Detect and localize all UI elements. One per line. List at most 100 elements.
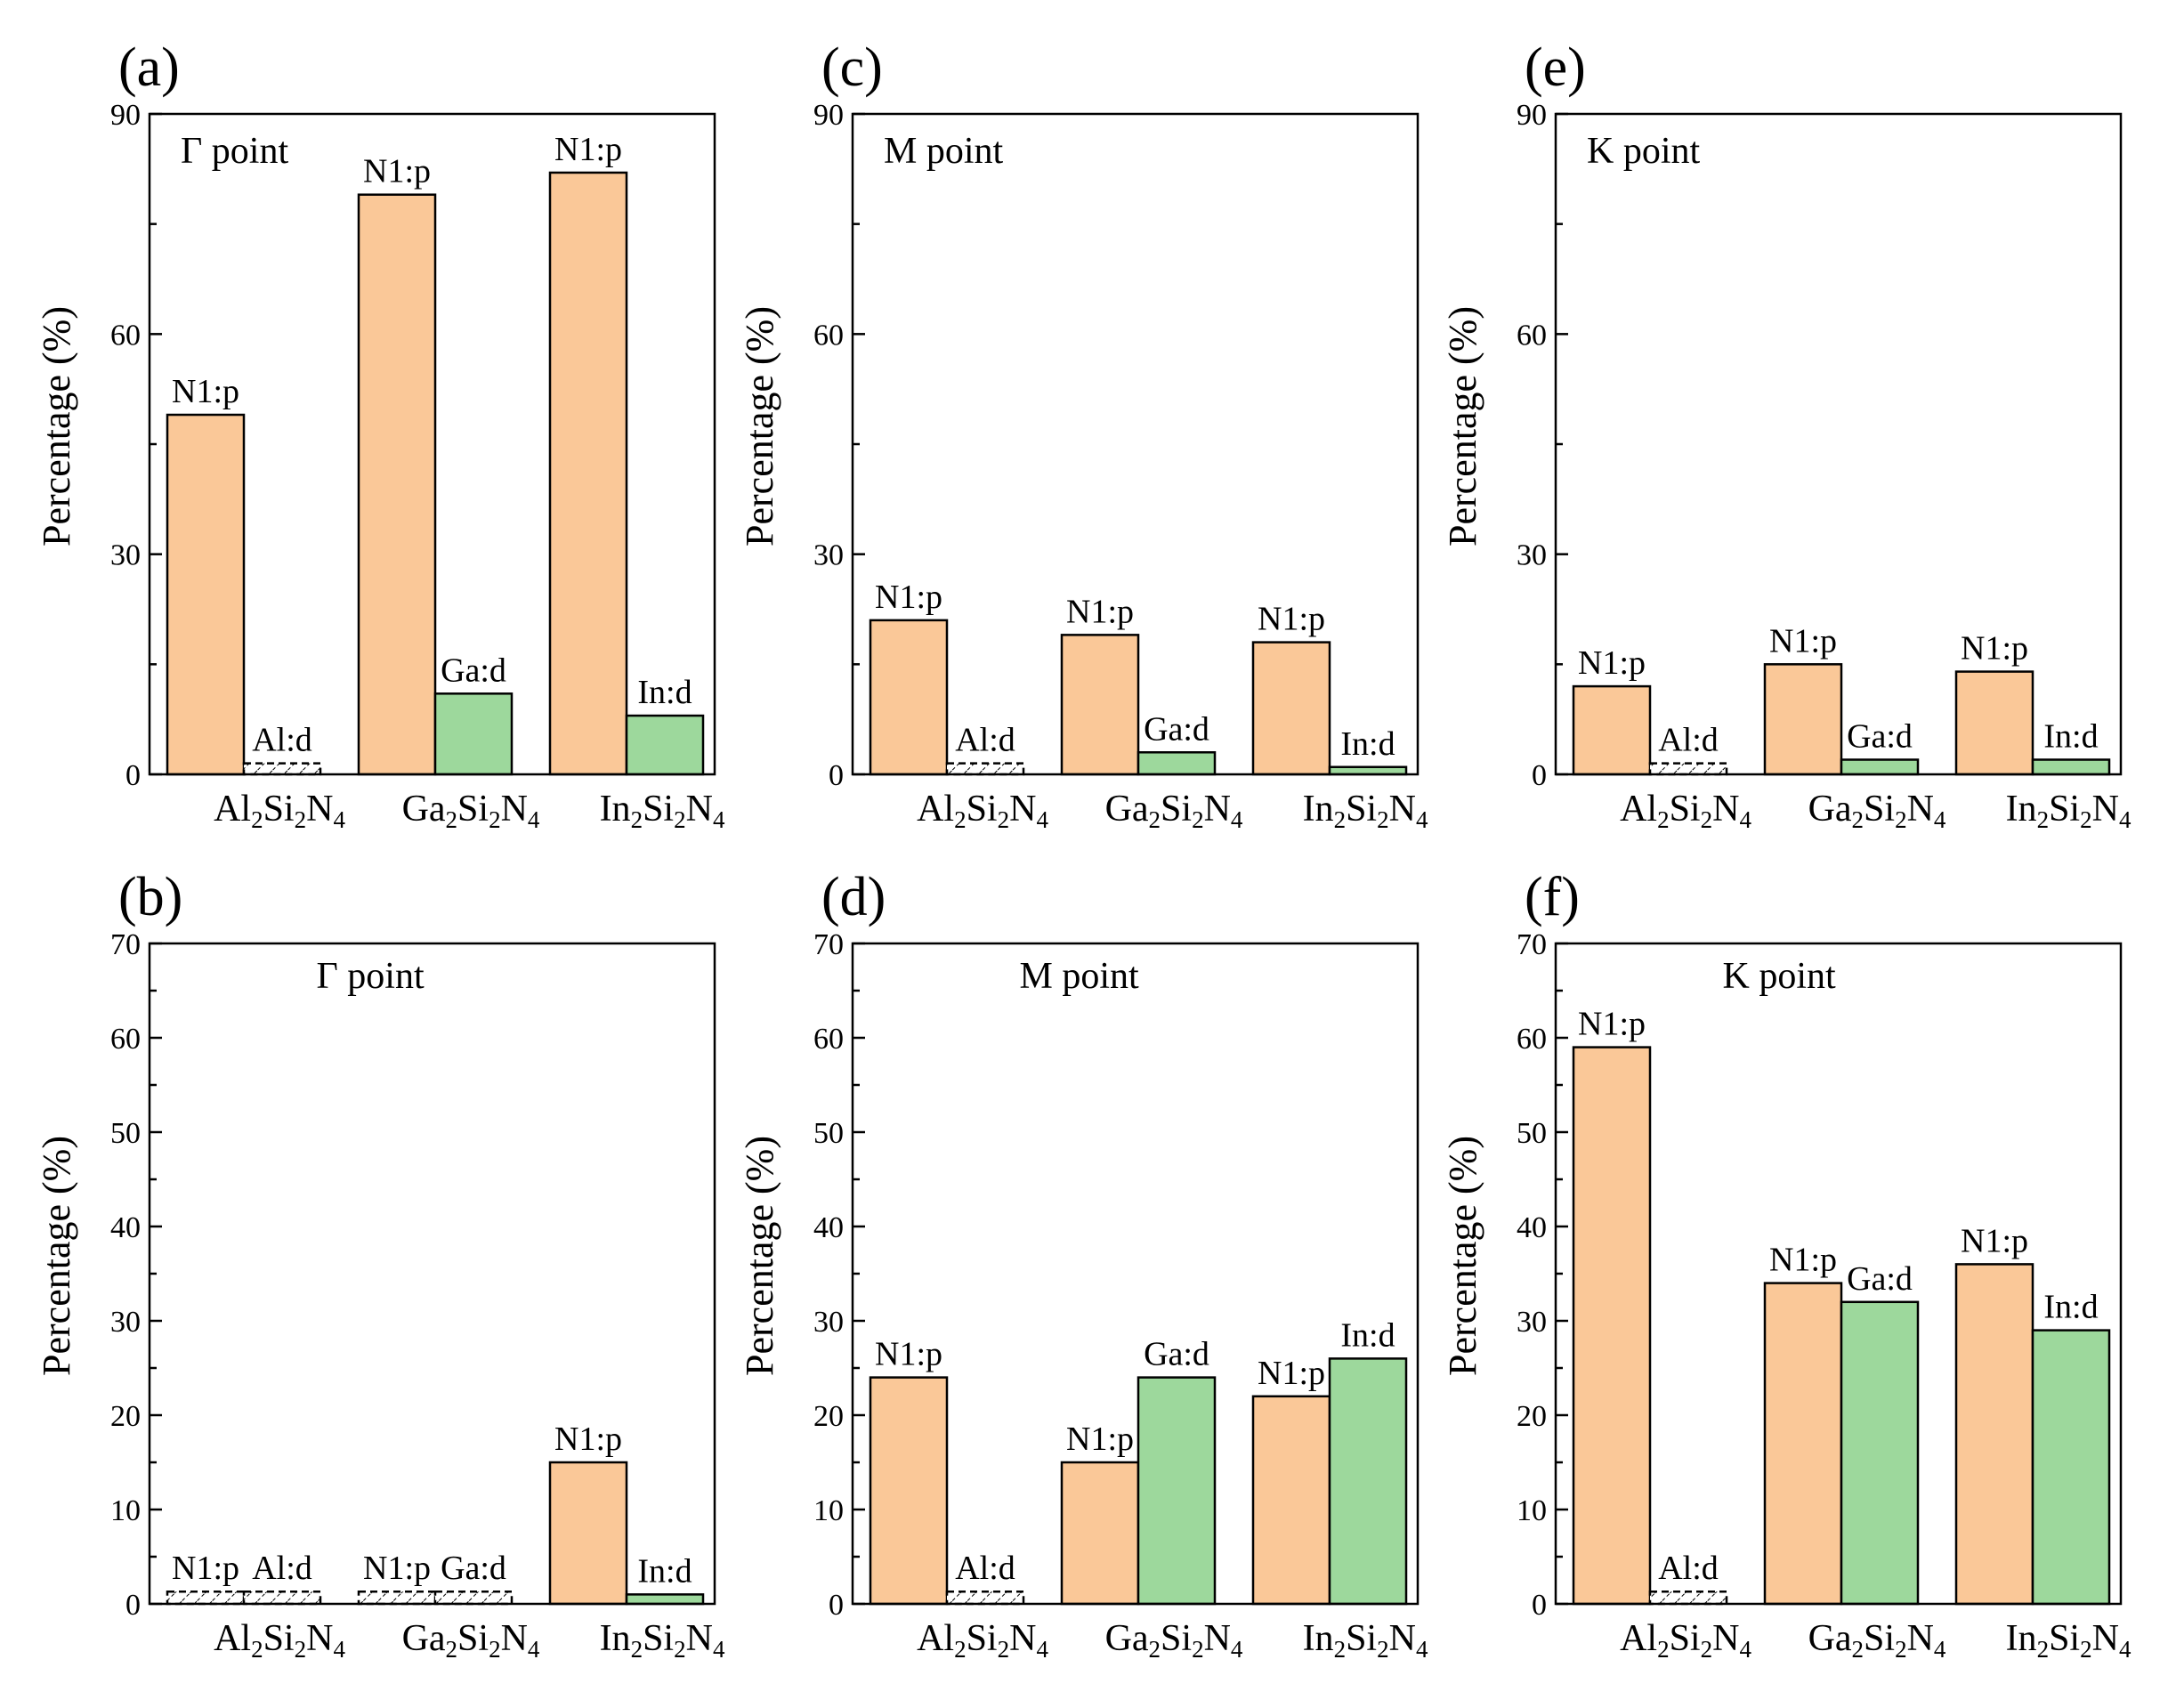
formula-subscript: 2 <box>1701 1636 1713 1663</box>
y-tick-label: 30 <box>1517 539 1547 572</box>
formula-symbol: In <box>2006 789 2037 830</box>
formula-subscript: 4 <box>1934 806 1946 833</box>
formula-symbol: N <box>501 789 528 830</box>
formula-subscript: 2 <box>998 1636 1010 1663</box>
y-tick-label: 60 <box>1517 1023 1547 1056</box>
formula-symbol: N <box>686 789 713 830</box>
bar-label-metal-d: In:d <box>637 674 692 711</box>
y-tick-label: 30 <box>1517 1306 1547 1339</box>
category-label: Ga2Si2N4 <box>1808 1618 1946 1663</box>
formula-subscript: 2 <box>1334 1636 1347 1663</box>
formula-subscript: 2 <box>674 1636 686 1663</box>
category-label: Ga2Si2N4 <box>402 789 540 833</box>
bar-label-metal-d: Ga:d <box>441 652 506 689</box>
y-tick-label: 60 <box>813 319 844 352</box>
category-al: N1:p Al:d <box>166 373 322 776</box>
category-al: N1:p Al:d <box>869 1336 1025 1606</box>
bar-label-n1p: N1:p <box>554 1421 622 1458</box>
y-axis-title: Percentage (%) <box>35 1136 78 1376</box>
bar-n1p <box>166 413 246 776</box>
formula-symbol: Si <box>263 1618 295 1659</box>
bar-n1p <box>1572 1046 1652 1606</box>
category-label: Al2Si2N4 <box>1620 1618 1751 1663</box>
y-tick-label: 90 <box>813 99 844 132</box>
formula-symbol: N <box>1907 1618 1934 1659</box>
panel-label: (a) <box>118 37 180 98</box>
y-tick-label: 60 <box>1517 319 1547 352</box>
bar-label-n1p: N1:p <box>1258 601 1325 638</box>
bar-n1p <box>166 1590 246 1606</box>
formula-subscript: 4 <box>1036 1636 1048 1663</box>
y-tick-label: 90 <box>110 99 141 132</box>
bar-n1p <box>1060 634 1140 776</box>
formula-symbol: Si <box>1161 789 1192 830</box>
formula-symbol: In <box>2006 1618 2037 1659</box>
plot-frame <box>1554 942 2123 1606</box>
y-tick-label: 50 <box>1517 1117 1547 1150</box>
formula-subscript: 2 <box>1192 806 1204 833</box>
bar-metal-d <box>1840 758 1920 776</box>
y-tick-label: 70 <box>110 928 141 961</box>
bar-n1p <box>869 1376 949 1606</box>
formula-subscript: 2 <box>674 806 686 833</box>
formula-symbol: Si <box>1864 1618 1895 1659</box>
category-al: N1:p Al:d <box>869 579 1025 776</box>
formula-subscript: 2 <box>295 806 307 833</box>
bar-n1p <box>1572 684 1652 776</box>
bar-metal-d <box>625 1593 705 1606</box>
formula-subscript: 2 <box>2037 806 2050 833</box>
formula-subscript: 2 <box>2080 806 2092 833</box>
formula-symbol: Si <box>1346 1618 1377 1659</box>
category-label: Ga2Si2N4 <box>1808 789 1946 833</box>
formula-subscript: 2 <box>1149 806 1161 833</box>
category-label: In2Si2N4 <box>600 1618 725 1663</box>
formula-subscript: 4 <box>1934 1636 1946 1663</box>
formula-symbol: Al <box>214 789 251 830</box>
bar-n1p <box>1251 641 1331 776</box>
y-tick-label: 40 <box>813 1211 844 1244</box>
formula-subscript: 2 <box>1895 1636 1907 1663</box>
formula-subscript: 4 <box>528 1636 540 1663</box>
formula-subscript: 4 <box>1416 806 1428 833</box>
bar-metal-d <box>1648 1590 1728 1606</box>
formula-symbol: Ga <box>1105 1618 1149 1659</box>
formula-symbol: N <box>1712 789 1739 830</box>
formula-subscript: 2 <box>1852 806 1865 833</box>
formula-subscript: 2 <box>1852 1636 1865 1663</box>
bar-label-n1p: N1:p <box>875 1336 942 1373</box>
formula-subscript: 2 <box>1192 1636 1204 1663</box>
bar-metal-d <box>625 714 705 776</box>
formula-subscript: 2 <box>631 1636 643 1663</box>
bar-label-metal-d: In:d <box>2043 718 2098 756</box>
bar-n1p <box>357 193 437 776</box>
category-ga: N1:p Ga:d <box>1060 1336 1217 1606</box>
bar-label-metal-d: In:d <box>1340 725 1395 763</box>
bar-n1p <box>869 619 949 776</box>
category-label: Ga2Si2N4 <box>1105 1618 1243 1663</box>
formula-symbol: Ga <box>1808 1618 1852 1659</box>
bar-label-n1p: N1:p <box>172 1550 239 1587</box>
point-title: M point <box>1020 956 1140 997</box>
plot-frame <box>851 942 1420 1606</box>
bar-n1p <box>1060 1461 1140 1606</box>
formula-symbol: Si <box>2049 1618 2080 1659</box>
formula-symbol: Si <box>643 1618 674 1659</box>
plot-frame <box>851 112 1420 776</box>
category-ga: N1:p Ga:d <box>1060 593 1217 776</box>
formula-subscript: 2 <box>631 806 643 833</box>
formula-symbol: N <box>1009 789 1036 830</box>
y-tick-label: 70 <box>813 928 844 961</box>
bar-label-n1p: N1:p <box>172 373 239 410</box>
formula-subscript: 2 <box>489 1636 501 1663</box>
panel-d: (d) Percentage (%) 0 10 20 30 40 50 60 70 M point N… <box>738 867 1428 1663</box>
formula-subscript: 2 <box>295 1636 307 1663</box>
y-tick-label: 30 <box>813 1306 844 1339</box>
bar-label-n1p: N1:p <box>1769 622 1837 660</box>
formula-symbol: In <box>600 789 631 830</box>
y-axis-title: Percentage (%) <box>1441 306 1484 546</box>
formula-symbol: Si <box>1346 789 1377 830</box>
point-title: M point <box>884 131 1004 172</box>
